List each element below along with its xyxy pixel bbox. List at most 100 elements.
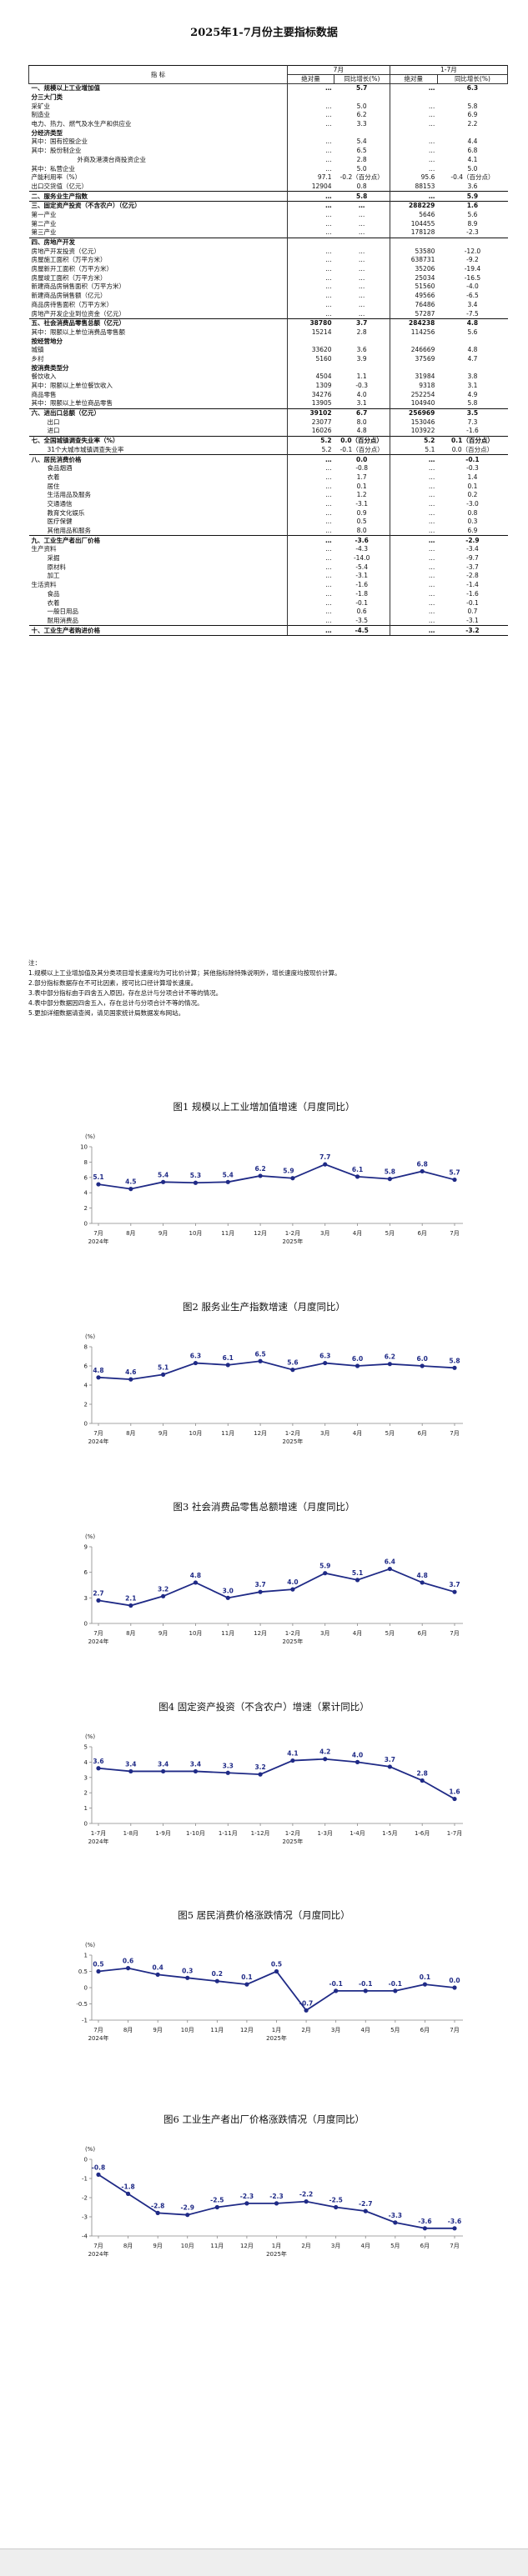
data-point <box>290 1176 295 1181</box>
row-growth-cum: 5.6 <box>467 328 478 336</box>
row-abs-month: … <box>325 563 332 571</box>
row-growth-cum: 0.3 <box>467 518 478 526</box>
data-point <box>355 1578 360 1583</box>
row-abs-month: 38780 <box>287 318 334 328</box>
x-tick-label: 1-5月 <box>382 1830 397 1837</box>
note-line: 5.更加详细数据请查阅，请见国家统计局数据发布网站。 <box>28 1009 185 1017</box>
row-growth-cum: -0.1 <box>466 598 479 607</box>
row-growth-month: 0.0（百分点） <box>334 435 390 446</box>
row-abs-month: … <box>325 164 332 173</box>
row-growth-cum: -9.2 <box>466 256 479 264</box>
table-row: 九、工业生产者出厂价格… -3.6… -2.9 <box>28 535 508 546</box>
data-point <box>185 1975 190 1980</box>
data-label: -0.1 <box>329 1980 342 1988</box>
data-point <box>363 2208 368 2213</box>
row-growth-month: … <box>334 219 390 228</box>
data-point <box>452 1177 457 1183</box>
row-growth-month: 6.7 <box>334 408 390 418</box>
row-label: 城镇 <box>28 345 288 355</box>
row-growth-cum: 6.9 <box>467 527 478 535</box>
table-row: 其中：限额以上单位商品零售 13905 3.1 104940 5.8 <box>28 399 508 409</box>
y-tick-label: 4 <box>84 1383 88 1389</box>
data-label: 5.4 <box>158 1171 168 1178</box>
x-tick-label: 1-2月 <box>285 1830 300 1837</box>
row-abs-cum: … <box>390 454 438 464</box>
table-row: 耐用消费品… -3.5… -3.1 <box>28 616 508 626</box>
row-label: 其中：限额以上单位消费品零售额 <box>28 328 288 338</box>
row-abs-month: … <box>287 454 334 464</box>
row-label: 其他用品和服务 <box>28 526 288 536</box>
row-growth-month: -0.1 <box>334 598 390 608</box>
table-row: 第一产业 …… 5646 5.6 <box>28 210 508 220</box>
row-growth-month: -3.1 <box>334 572 390 581</box>
row-growth-month: 4.0 <box>334 390 390 400</box>
row-growth-month: 5.4 <box>334 138 390 147</box>
x-tick-label: 1-2月 <box>285 1430 300 1437</box>
row-abs-cum: 37569 <box>415 354 435 363</box>
row-label: 分经济类型 <box>28 128 288 138</box>
statistics-table: 指 标 7月 1-7月 绝对量 同比增长(%) 绝对量 同比增长(%) 一、规模… <box>28 65 509 636</box>
row-growth-cum: 4.1 <box>467 155 478 163</box>
row-label: 原材料 <box>28 563 288 573</box>
row-abs-cum: 35206 <box>415 265 435 273</box>
row-abs-cum: 49566 <box>415 292 435 300</box>
row-abs-month: … <box>325 508 332 517</box>
x-tick-label: 10月 <box>189 1430 202 1437</box>
table-row: 电力、热力、燃气及水生产和供应业… 3.3… 2.2 <box>28 119 508 129</box>
row-label: 按经营地分 <box>28 337 288 346</box>
unit-label: (%) <box>85 1942 95 1948</box>
data-point <box>214 1978 219 1983</box>
row-abs-cum: … <box>390 83 438 93</box>
row-growth-cum: -1.4 <box>466 581 479 589</box>
row-abs-month: 34276 <box>311 390 332 398</box>
data-label: 5.3 <box>190 1172 201 1179</box>
data-point <box>420 1778 425 1783</box>
row-growth-cum: -9.7 <box>466 554 479 563</box>
row-abs-month: 1309 <box>315 382 332 390</box>
data-point <box>96 1968 101 1974</box>
row-abs-month: 23077 <box>311 418 332 426</box>
year-label: 2024年 <box>88 2250 109 2258</box>
row-abs-month: 13905 <box>311 399 332 408</box>
data-point <box>290 1758 295 1763</box>
x-tick-label: 4月 <box>353 1230 362 1237</box>
data-label: 0.2 <box>212 1970 223 1978</box>
row-abs-month: … <box>325 491 332 499</box>
row-label: 商品零售 <box>28 390 288 400</box>
data-point <box>161 1372 166 1377</box>
table-row: 一、规模以上工业增加值… 5.7… 6.3 <box>28 83 508 93</box>
data-point <box>274 1968 279 1974</box>
x-tick-label: 7月 <box>450 2243 459 2249</box>
row-growth-cum: 5.8 <box>467 399 478 408</box>
row-abs-cum: 178128 <box>410 228 435 237</box>
row-abs-month: 97.1 <box>317 173 332 182</box>
data-point <box>244 1982 249 1987</box>
row-growth-month: -5.4 <box>334 563 390 573</box>
data-point <box>323 1757 328 1762</box>
row-abs-month: … <box>325 283 332 291</box>
row-abs-month: … <box>287 200 334 211</box>
row-abs-month: … <box>325 265 332 273</box>
data-point <box>225 1595 230 1600</box>
year-label: 2025年 <box>282 1838 303 1845</box>
row-abs-cum: 95.6 <box>420 173 435 182</box>
table-row: 居住… 0.1… 0.1 <box>28 482 508 491</box>
row-growth-cum: -2.3 <box>466 228 479 237</box>
x-tick-label: 10月 <box>189 1630 202 1637</box>
row-growth-cum: 5.6 <box>467 210 478 218</box>
row-abs-cum: 103922 <box>410 427 435 435</box>
data-label: 4.8 <box>190 1572 201 1579</box>
x-tick-label: 8月 <box>123 2027 133 2033</box>
table-row: 外商及港澳台商投资企业… 2.8… 4.1 <box>28 155 508 165</box>
data-label: 3.4 <box>190 1760 201 1768</box>
row-abs-cum: 25034 <box>415 273 435 282</box>
row-growth-month: 0.5 <box>334 518 390 527</box>
row-growth-cum: 4.8 <box>467 346 478 354</box>
row-label: 九、工业生产者出厂价格 <box>28 535 288 546</box>
table-row: 生活用品及服务… 1.2… 0.2 <box>28 490 508 500</box>
series-line <box>98 1163 455 1190</box>
x-tick-label: 4月 <box>361 2027 370 2033</box>
row-abs-cum: … <box>428 491 435 499</box>
data-point <box>193 1360 199 1366</box>
row-growth-cum: 0.7 <box>467 608 478 616</box>
